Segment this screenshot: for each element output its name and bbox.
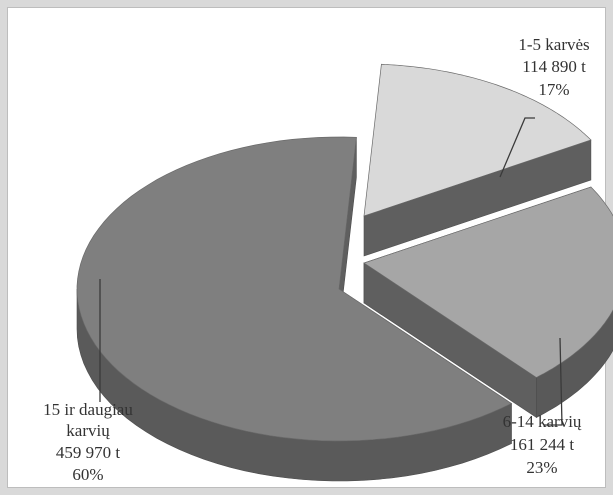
pie-slice-0 xyxy=(363,63,592,217)
label-15plus-name-1: 15 ir daugiau xyxy=(43,400,133,419)
label-15plus-name-2: karvių xyxy=(66,421,110,440)
label-6-14-percent: 23% xyxy=(526,458,557,477)
pie-slices xyxy=(76,63,613,482)
leader-line-1-5 xyxy=(499,117,535,178)
label-1-5-name: 1-5 karvės xyxy=(518,35,589,54)
pie-slice-1 xyxy=(363,186,613,378)
label-6-14-name: 6-14 karvių xyxy=(503,412,582,431)
label-6-14-value: 161 244 t xyxy=(510,435,575,454)
pie-slice-2 xyxy=(76,136,513,442)
label-15plus-percent: 60% xyxy=(72,465,103,484)
leader-line-6-14 xyxy=(544,337,563,426)
label-15plus-value: 459 970 t xyxy=(56,443,121,462)
label-1-5-value: 114 890 t xyxy=(522,57,586,76)
label-1-5-percent: 17% xyxy=(538,80,569,99)
